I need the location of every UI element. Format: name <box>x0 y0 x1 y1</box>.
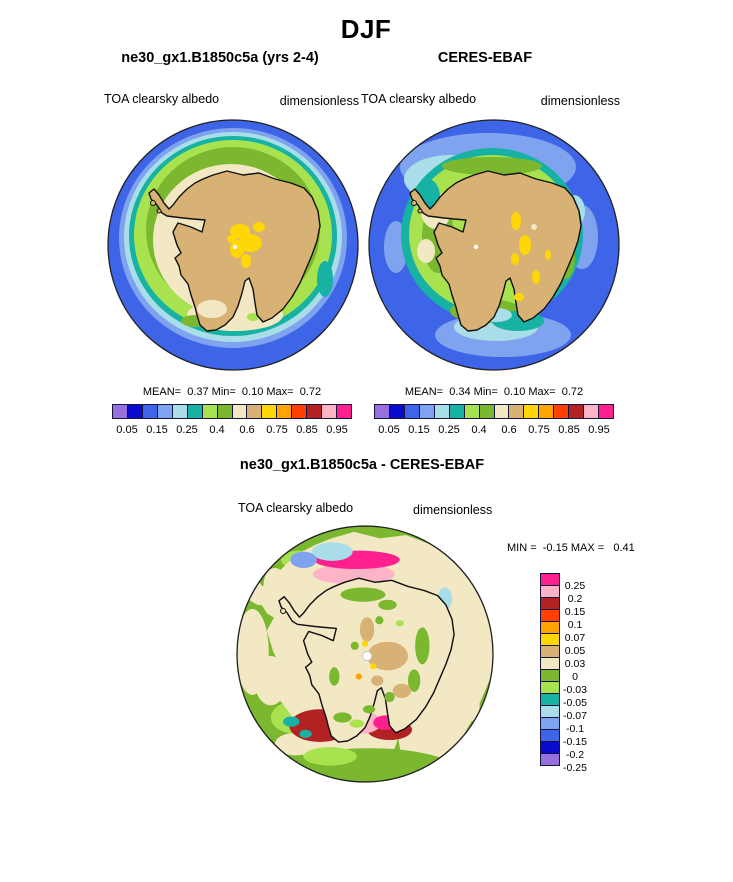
tick-label: -0.25 <box>563 762 587 774</box>
tick-label: 0.15 <box>408 424 430 436</box>
model-variable-label: TOA clearsky albedo <box>104 92 220 106</box>
model-map <box>107 119 359 371</box>
colorbar-cell <box>493 404 510 419</box>
colorbar-cell <box>112 404 128 419</box>
obs-units-label: dimensionless <box>540 94 620 108</box>
colorbar-cell <box>433 404 450 419</box>
colorbar-cell <box>418 404 435 419</box>
colorbar-cell <box>216 404 233 419</box>
diff-panel-title: ne30_gx1.B1850c5a - CERES-EBAF <box>239 457 485 473</box>
tick-label: -0.05 <box>563 697 587 709</box>
tick-label: 0.05 <box>116 424 138 436</box>
colorbar-cell <box>568 404 585 419</box>
colorbar-cell <box>171 404 188 419</box>
tick-label: -0.1 <box>565 723 585 735</box>
tick-label: 0.75 <box>528 424 550 436</box>
tick-label: 0.15 <box>564 606 586 618</box>
obs-stats: MEAN= 0.34 Min= 0.10 Max= 0.72 <box>404 386 584 398</box>
colorbar-cell <box>276 404 293 419</box>
tick-label: 0.2 <box>567 593 583 605</box>
model-colorbar-ticks: 0.05 0.15 0.25 0.4 0.6 0.75 0.85 0.95 <box>112 424 352 438</box>
model-stats: MEAN= 0.37 Min= 0.10 Max= 0.72 <box>142 386 322 398</box>
colorbar-cell <box>448 404 465 419</box>
tick-label: -0.07 <box>563 710 587 722</box>
colorbar-cell <box>156 404 173 419</box>
tick-label: 0.05 <box>564 645 586 657</box>
tick-label: 0.95 <box>326 424 348 436</box>
tick-label: 0.25 <box>564 580 586 592</box>
diff-variable-label: TOA clearsky albedo <box>238 501 354 515</box>
colorbar-cell <box>403 404 420 419</box>
tick-label: -0.03 <box>563 684 587 696</box>
tick-label: 0.4 <box>209 424 225 436</box>
colorbar-cell <box>261 404 278 419</box>
tick-label: 0.05 <box>378 424 400 436</box>
diff-units-label: dimensionless <box>413 503 493 517</box>
diff-colorbar <box>540 573 560 766</box>
tick-label: 0.85 <box>558 424 580 436</box>
colorbar-cell <box>478 404 495 419</box>
obs-colorbar <box>374 404 614 419</box>
tick-label: 0.25 <box>176 424 198 436</box>
colorbar-cell <box>538 404 555 419</box>
model-colorbar <box>112 404 352 419</box>
colorbar-cell <box>126 404 143 419</box>
colorbar-cell <box>374 404 390 419</box>
colorbar-cell <box>553 404 570 419</box>
colorbar-cell <box>336 404 352 419</box>
obs-variable-label: TOA clearsky albedo <box>361 92 477 106</box>
diff-map <box>236 525 494 783</box>
colorbar-cell <box>201 404 218 419</box>
tick-label: 0.03 <box>564 658 586 670</box>
obs-map <box>368 119 620 371</box>
colorbar-cell <box>540 753 560 766</box>
tick-label: 0.07 <box>564 632 586 644</box>
colorbar-cell <box>508 404 525 419</box>
model-units-label: dimensionless <box>279 94 359 108</box>
diff-colorbar-ticks: 0.25 0.2 0.15 0.1 0.07 0.05 0.03 0 -0.03 -0.05 -0.… <box>553 573 597 781</box>
tick-label: 0.15 <box>146 424 168 436</box>
tick-label: 0.6 <box>501 424 517 436</box>
obs-panel-title: CERES-EBAF <box>437 50 533 66</box>
tick-label: 0 <box>572 671 578 683</box>
model-panel-title: ne30_gx1.B1850c5a (yrs 2-4) <box>121 50 319 66</box>
tick-label: 0.4 <box>471 424 487 436</box>
colorbar-cell <box>388 404 405 419</box>
tick-label: 0.85 <box>296 424 318 436</box>
colorbar-cell <box>246 404 263 419</box>
colorbar-cell <box>523 404 540 419</box>
tick-label: 0.1 <box>567 619 583 631</box>
colorbar-cell <box>583 404 600 419</box>
colorbar-cell <box>141 404 158 419</box>
tick-label: 0.25 <box>438 424 460 436</box>
colorbar-cell <box>463 404 480 419</box>
colorbar-cell <box>231 404 248 419</box>
colorbar-cell <box>186 404 203 419</box>
tick-label: -0.15 <box>563 736 587 748</box>
obs-colorbar-ticks: 0.05 0.15 0.25 0.4 0.6 0.75 0.85 0.95 <box>374 424 614 438</box>
colorbar-cell <box>306 404 323 419</box>
tick-label: 0.6 <box>239 424 255 436</box>
colorbar-cell <box>598 404 614 419</box>
season-title: DJF <box>340 14 392 44</box>
tick-label: 0.95 <box>588 424 610 436</box>
tick-label: 0.75 <box>266 424 288 436</box>
colorbar-cell <box>321 404 338 419</box>
tick-label: -0.2 <box>565 749 585 761</box>
diff-stats: MIN = -0.15 MAX = 0.41 <box>507 542 635 554</box>
colorbar-cell <box>291 404 308 419</box>
